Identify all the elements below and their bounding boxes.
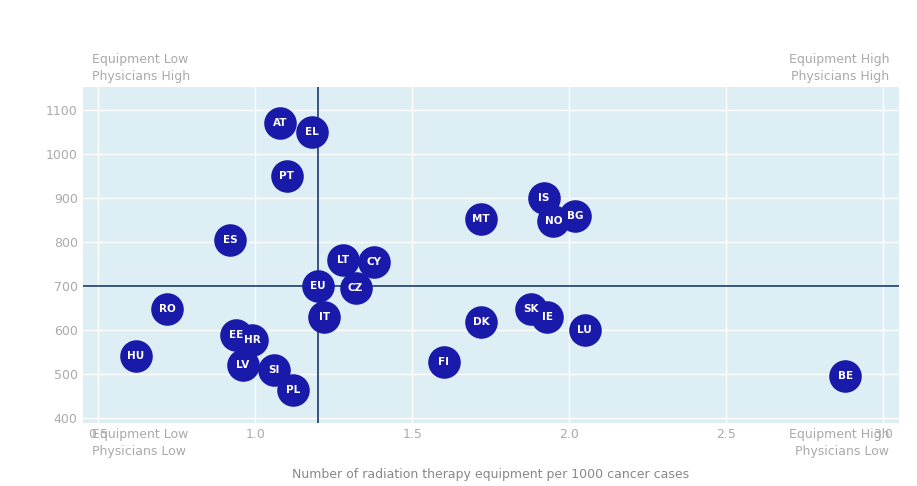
Point (223, 236, 238, 243)
Text: LU: LU (578, 325, 592, 335)
Point (546, 217, 560, 225)
Text: HU: HU (127, 351, 145, 361)
Text: PL: PL (286, 385, 300, 395)
Text: Equipment Low
Physicians High: Equipment Low Physicians High (92, 52, 190, 83)
Point (245, 336, 260, 344)
Text: NO: NO (545, 216, 562, 226)
Text: AT: AT (273, 118, 288, 128)
Point (348, 284, 363, 292)
Text: EE: EE (229, 330, 244, 340)
Text: EU: EU (310, 281, 326, 291)
Point (285, 386, 300, 394)
Point (279, 172, 293, 180)
Text: FI: FI (438, 357, 449, 367)
Point (474, 215, 489, 223)
Point (160, 305, 174, 313)
Text: DK: DK (473, 317, 490, 327)
Text: BE: BE (838, 371, 853, 382)
Point (304, 128, 319, 136)
Text: IT: IT (319, 312, 330, 322)
Text: Number of radiation therapy equipment per 1000 cancer cases: Number of radiation therapy equipment pe… (292, 468, 690, 481)
Point (838, 373, 853, 381)
Point (525, 305, 539, 313)
Text: ES: ES (223, 235, 238, 245)
Point (568, 212, 582, 220)
Text: CZ: CZ (348, 283, 363, 293)
Text: EL: EL (304, 127, 318, 137)
Text: BG: BG (567, 211, 583, 221)
Point (540, 313, 555, 321)
Point (128, 352, 143, 360)
Point (229, 330, 244, 338)
Point (317, 313, 332, 321)
Text: CY: CY (367, 257, 382, 267)
Point (236, 361, 250, 368)
Point (273, 119, 288, 127)
Point (536, 194, 551, 202)
Text: SI: SI (269, 365, 280, 375)
Text: IS: IS (538, 193, 549, 203)
Text: Equipment High
Physicians High: Equipment High Physicians High (789, 52, 889, 83)
Point (267, 366, 282, 374)
Text: PT: PT (279, 171, 294, 181)
Point (474, 318, 489, 326)
Point (311, 282, 326, 290)
Point (436, 358, 451, 366)
Text: IE: IE (542, 312, 553, 322)
Point (336, 256, 350, 263)
Text: SK: SK (524, 304, 539, 314)
Text: Equipment Low
Physicians Low: Equipment Low Physicians Low (92, 428, 188, 458)
Text: HR: HR (244, 335, 260, 345)
Text: Equipment High
Physicians Low: Equipment High Physicians Low (789, 428, 889, 458)
Text: LT: LT (337, 255, 349, 264)
Text: MT: MT (472, 214, 490, 224)
Point (367, 258, 381, 266)
Text: LV: LV (236, 360, 249, 369)
Text: RO: RO (159, 304, 176, 314)
Point (578, 326, 592, 334)
